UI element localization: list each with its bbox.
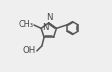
Text: N: N [42,23,48,32]
Text: CH₃: CH₃ [18,20,33,29]
Text: N: N [46,13,52,22]
Text: OH: OH [23,46,36,55]
